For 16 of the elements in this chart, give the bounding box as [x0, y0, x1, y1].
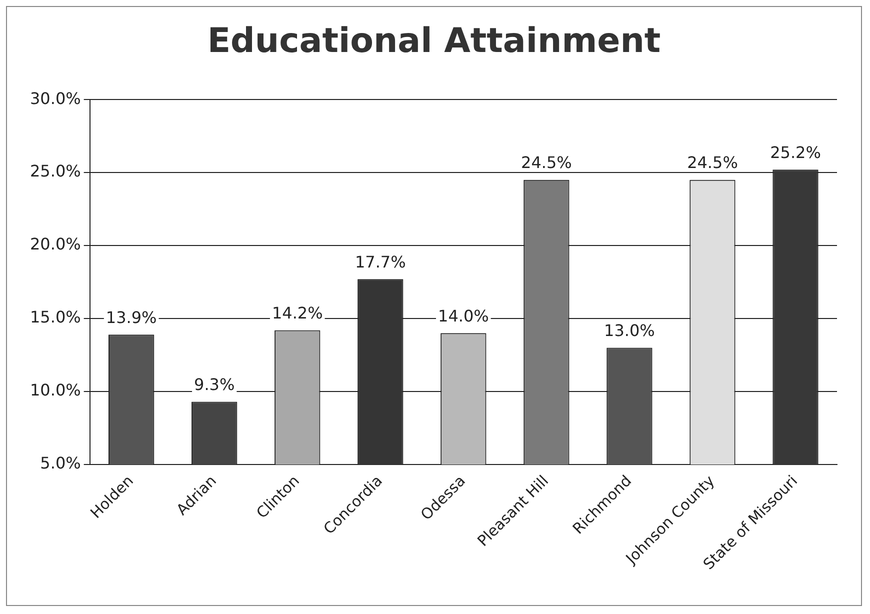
data-label: 14.2% [272, 303, 323, 322]
chart-title: Educational Attainment [206, 21, 662, 61]
data-label: 17.7% [354, 252, 406, 272]
y-tick-label: 10.0% [30, 380, 81, 400]
data-label: 24.5% [687, 153, 738, 172]
data-label: 14.0% [438, 306, 489, 326]
data-label: 24.5% [521, 153, 572, 172]
y-tick-label: 5.0% [40, 454, 81, 473]
y-tick-label: 25.0% [30, 162, 81, 181]
data-label: 13.9% [106, 308, 157, 327]
data-label: 13.0% [604, 320, 655, 340]
data-label: 9.3% [194, 374, 235, 394]
y-tick-label: 30.0% [30, 88, 81, 108]
y-tick-label: 20.0% [30, 234, 81, 254]
y-tick-label: 15.0% [30, 308, 81, 327]
data-label: 25.2% [770, 142, 821, 162]
